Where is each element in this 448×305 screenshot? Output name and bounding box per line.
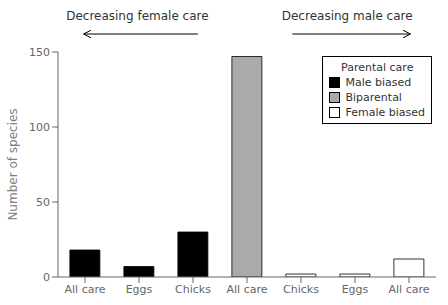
html-text:Biparental: Biparental bbox=[345, 91, 402, 104]
svg-text:All care: All care bbox=[65, 283, 106, 296]
html-text:Female biased: Female biased bbox=[345, 106, 425, 119]
svg-text:Eggs: Eggs bbox=[126, 283, 153, 296]
svg-text:Number of species: Number of species bbox=[8, 108, 20, 220]
svg-text:All care: All care bbox=[389, 283, 430, 296]
html-text:Male biased: Male biased bbox=[345, 76, 412, 89]
html-text:Parental care: Parental care bbox=[341, 61, 414, 74]
svg-text:Eggs: Eggs bbox=[342, 283, 369, 296]
svg-text:Decreasing male care: Decreasing male care bbox=[282, 9, 413, 23]
svg-text:0: 0 bbox=[43, 271, 50, 284]
svg-text:50: 50 bbox=[36, 196, 50, 209]
svg-text:Decreasing female care: Decreasing female care bbox=[66, 9, 208, 23]
svg-text:All care: All care bbox=[227, 283, 268, 296]
svg-text:150: 150 bbox=[29, 46, 50, 59]
svg-text:Chicks: Chicks bbox=[175, 283, 211, 296]
svg-text:100: 100 bbox=[29, 121, 50, 134]
svg-text:Chicks: Chicks bbox=[283, 283, 319, 296]
